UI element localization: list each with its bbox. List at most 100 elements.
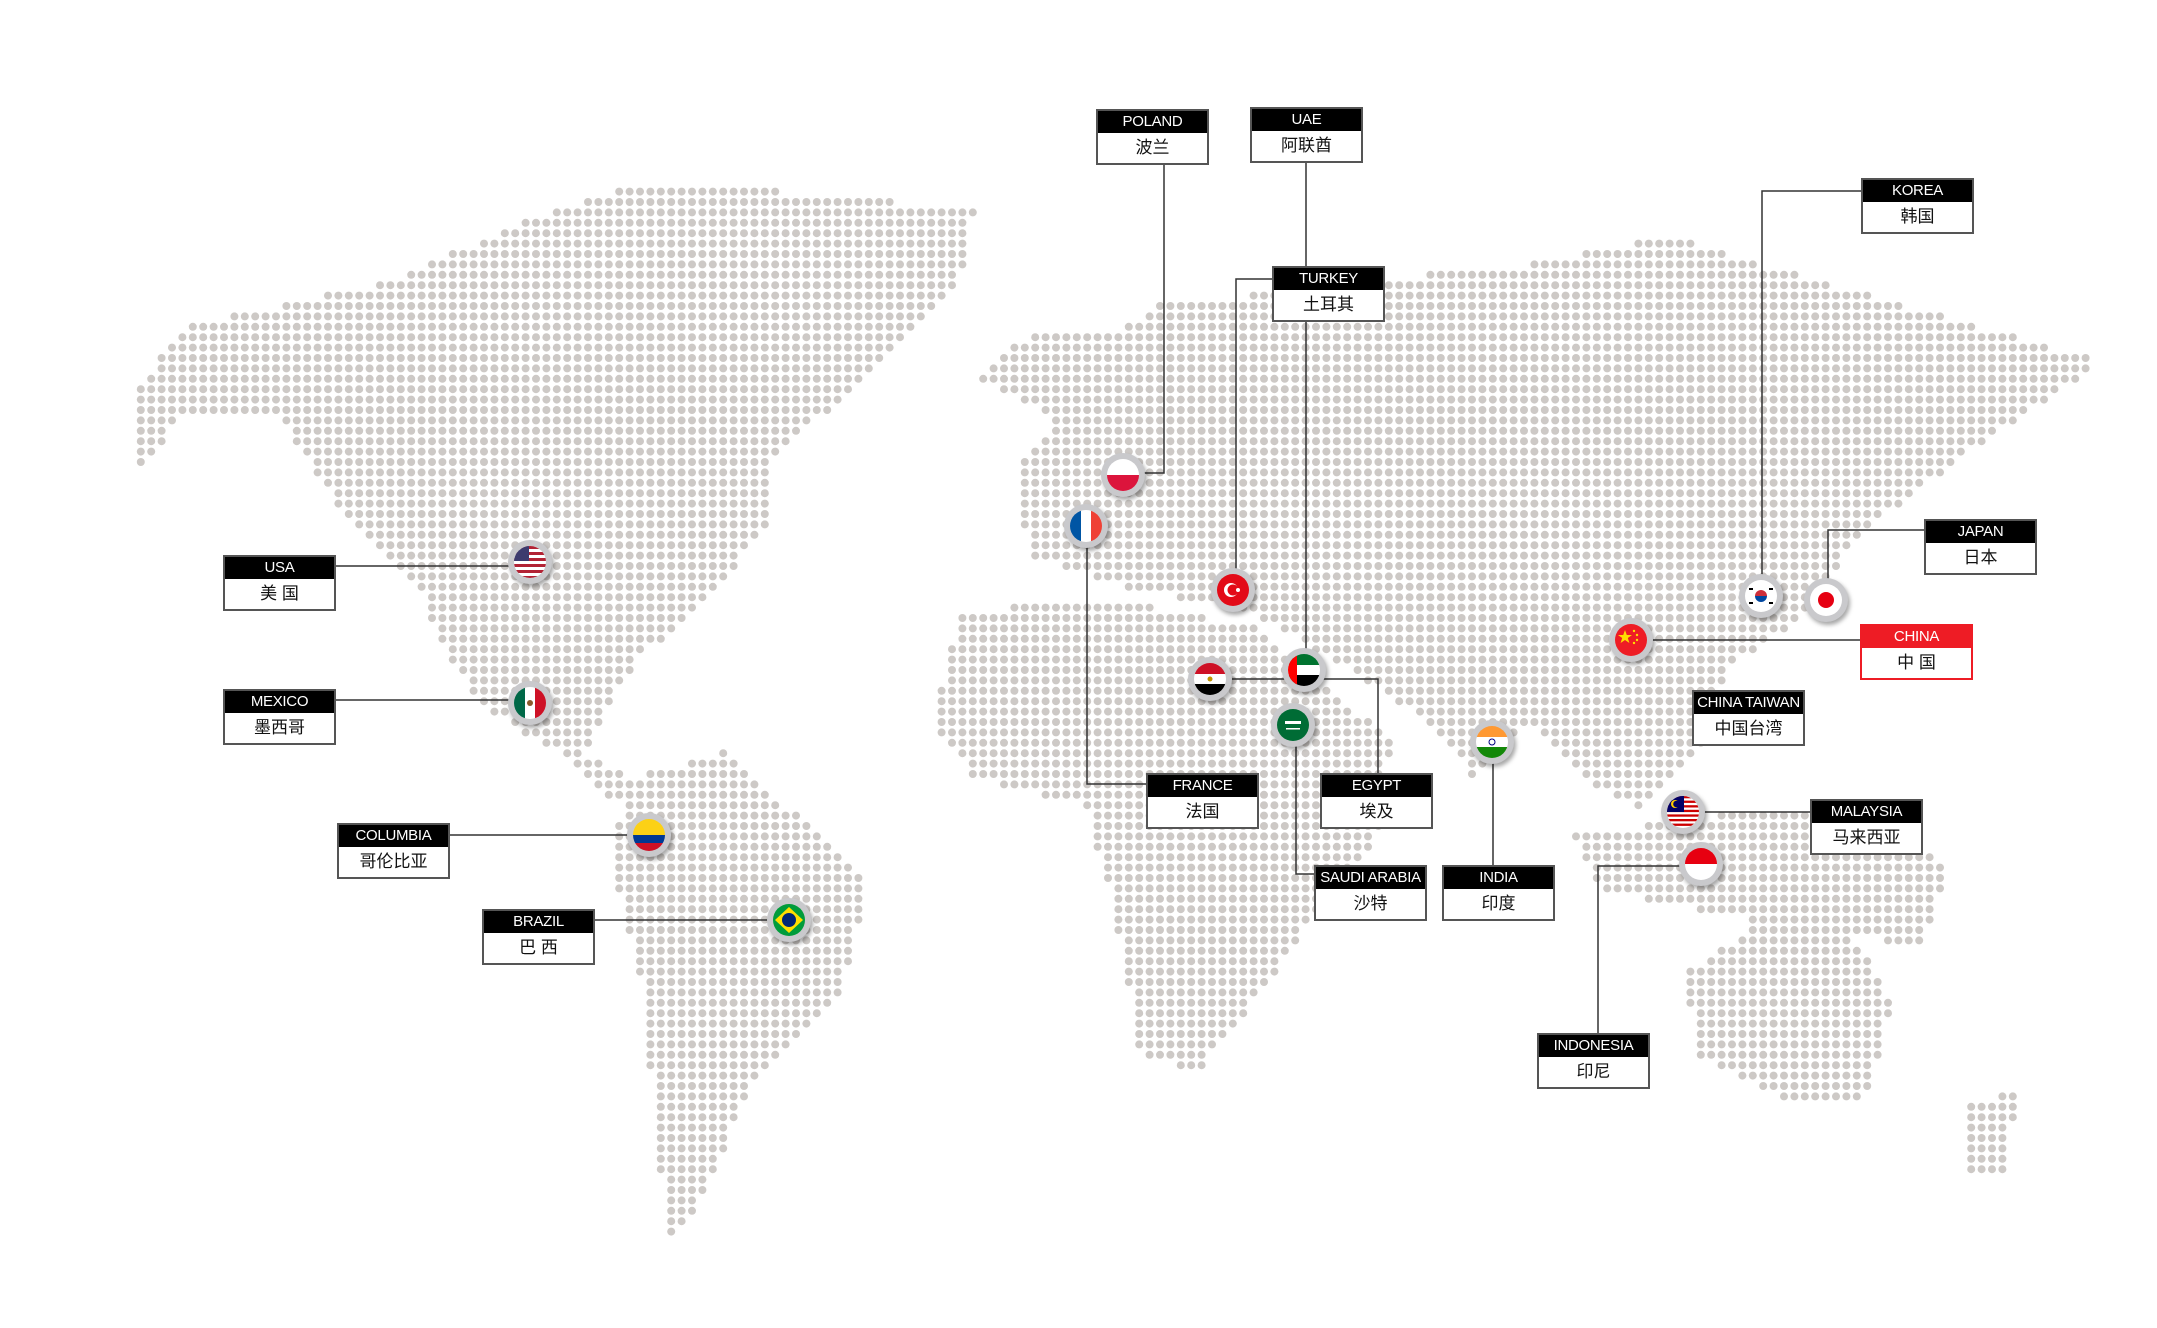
map-dot: [552, 406, 561, 414]
map-dot: [1041, 624, 1050, 633]
map-dot: [625, 364, 634, 373]
map-dot: [542, 510, 551, 518]
map-dot: [1218, 530, 1227, 539]
map-dot: [1644, 603, 1653, 612]
map-dot: [1208, 333, 1216, 342]
map-dot: [480, 593, 488, 602]
map-dot: [1072, 333, 1081, 342]
map-dot: [532, 603, 540, 612]
map-dot: [1218, 406, 1227, 414]
map-dot: [750, 302, 759, 310]
map-dot: [885, 302, 894, 310]
map-dot: [1561, 572, 1570, 581]
map-dot: [1696, 416, 1705, 425]
map-dot: [1083, 406, 1092, 414]
map-dot: [1759, 478, 1768, 487]
map-dot: [2081, 354, 2090, 362]
map-dot: [448, 343, 457, 352]
map-dot: [1717, 624, 1726, 633]
map-dot: [781, 426, 790, 435]
map-dot: [438, 458, 447, 466]
map-dot: [1946, 458, 1955, 466]
map-dot: [594, 354, 603, 362]
map-dot: [1187, 333, 1196, 342]
map-dot: [1832, 291, 1840, 300]
map-dot: [1509, 603, 1518, 612]
map-dot: [760, 458, 769, 466]
map-dot: [1374, 530, 1383, 539]
map-dot: [240, 364, 249, 373]
map-dot: [469, 333, 478, 342]
map-dot: [1364, 478, 1372, 487]
map-dot: [542, 322, 551, 331]
map-dot: [1291, 437, 1300, 446]
map-dot: [542, 530, 551, 539]
map-dot: [1364, 447, 1372, 456]
map-dot: [667, 406, 676, 414]
map-dot: [376, 416, 384, 425]
map-dot: [1863, 478, 1872, 487]
map-dot: [303, 302, 312, 310]
map-dot: [1187, 343, 1196, 352]
map-dot: [1790, 603, 1799, 612]
map-dot: [1010, 354, 1019, 362]
map-dot: [459, 541, 468, 550]
map-dot: [1738, 343, 1747, 352]
map-dot: [1395, 322, 1404, 331]
map-dot: [823, 208, 832, 217]
map-dot: [1187, 354, 1196, 362]
map-dot: [178, 385, 187, 394]
map-dot: [1156, 406, 1164, 414]
map-dot: [1790, 302, 1799, 310]
map-dot: [1478, 385, 1487, 394]
map-dot: [875, 250, 884, 258]
map-dot: [1312, 343, 1320, 352]
map-dot: [344, 499, 353, 508]
map-dot: [1457, 603, 1466, 612]
map-dot: [677, 281, 686, 290]
map-dot: [1904, 354, 1913, 362]
map-dot: [313, 437, 322, 446]
map-dot: [1384, 489, 1393, 498]
map-dot: [1572, 499, 1580, 508]
map-dot: [1676, 572, 1684, 581]
map-dot: [1520, 385, 1528, 394]
map-dot: [303, 416, 312, 425]
map-dot: [1520, 416, 1528, 425]
map-dot: [438, 582, 447, 591]
map-dot: [220, 322, 228, 331]
map-dot: [781, 322, 790, 331]
map-dot: [1166, 510, 1175, 518]
map-dot: [1561, 447, 1570, 456]
map-dot: [386, 510, 395, 518]
map-dot: [292, 395, 301, 404]
map-dot: [708, 458, 717, 466]
map-dot: [542, 478, 551, 487]
map-dot: [396, 343, 405, 352]
map-dot: [552, 416, 561, 425]
map-dot: [958, 239, 967, 248]
map-dot: [428, 603, 436, 612]
map-dot: [1291, 530, 1300, 539]
map-dot: [1405, 593, 1414, 602]
map-dot: [1821, 385, 1830, 394]
map-dot: [334, 458, 343, 466]
map-dot: [1384, 582, 1393, 591]
map-dot: [1603, 458, 1612, 466]
map-dot: [636, 520, 644, 529]
map-dot: [688, 541, 696, 550]
map-dot: [1041, 489, 1050, 498]
map-dot: [1717, 302, 1726, 310]
map-dot: [563, 260, 572, 269]
map-dot: [1270, 406, 1279, 414]
map-dot: [740, 333, 748, 342]
map-dot: [1457, 416, 1466, 425]
map-dot: [490, 239, 499, 248]
map-dot: [667, 520, 676, 529]
map-dot: [948, 260, 956, 269]
map-dot: [199, 343, 208, 352]
map-dot: [1915, 343, 1924, 352]
map-dot: [667, 478, 676, 487]
map-dot: [1447, 468, 1456, 477]
map-dot: [469, 499, 478, 508]
